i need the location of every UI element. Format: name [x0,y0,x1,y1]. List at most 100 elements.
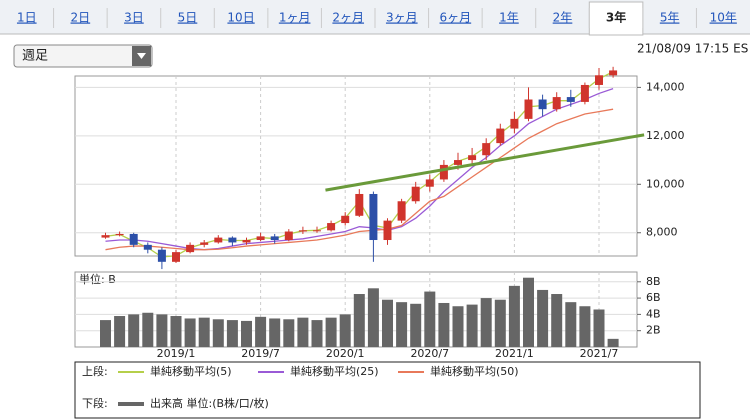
candle-body [172,252,180,262]
tab[interactable]: 1ヶ月 [279,11,311,25]
volume-bar [114,316,126,347]
candle-body [580,84,589,102]
volume-bar [565,302,577,347]
candle-body [397,201,406,221]
tab[interactable]: 1日 [17,11,37,25]
volume-bar [128,314,140,347]
candle-body [200,242,209,245]
volume-bar [325,317,337,347]
trend-line [325,133,645,192]
volume-bar [396,302,408,347]
x-tick-label: 2021/1 [495,347,534,360]
candle-body [341,215,350,224]
tab[interactable]: 10日 [227,11,254,25]
y-tick-label: 14,000 [646,80,685,93]
candle-body [411,186,420,202]
x-tick-label: 2020/1 [326,347,365,360]
x-tick-label: 2020/7 [410,347,449,360]
volume-bar [452,306,464,347]
tab[interactable]: 5年 [660,11,680,25]
volume-bar [212,319,224,347]
candle-body [228,237,237,243]
legend-label: 単純移動平均(5) [150,364,232,378]
candle-body [538,99,547,110]
candle-body [439,164,448,180]
x-tick-label: 2019/7 [241,347,280,360]
volume-bar [367,288,379,347]
candle-body [355,193,364,216]
y-tick-label: 4B [646,307,661,320]
volume-bar [593,309,605,347]
volume-bar [184,318,196,347]
y-tick-label: 6B [646,291,661,304]
candle-body [313,230,321,232]
candle-body [482,143,491,156]
volume-unit: 単位: B [79,272,116,286]
volume-bar [100,320,111,347]
candle-body [510,118,519,129]
candle-body [298,230,307,232]
period-select[interactable] [13,44,153,68]
period-select-label: 週足 [22,49,48,64]
candle-body [129,233,138,245]
arrow-icon [137,53,146,59]
volume-bar [255,316,267,347]
y-tick-label: 2B [646,324,661,337]
candle-body [186,244,195,253]
legend-upper: 上段: [82,364,108,378]
candle-body [284,231,293,241]
volume-bar [311,320,323,347]
volume-bar [508,285,520,347]
tab[interactable]: 2ヶ月 [332,11,364,25]
volume-bar [480,298,492,347]
y-tick-label: 12,000 [646,129,685,142]
candle-body [496,128,505,144]
tab[interactable]: 6ヶ月 [440,11,472,25]
y-tick-label: 10,000 [646,177,685,190]
candle-body [256,236,265,241]
tab[interactable]: 10年 [710,11,737,25]
y-tick-label: 8,000 [646,226,678,239]
candle-body [214,237,223,243]
tab[interactable]: 2年 [553,11,573,25]
legend-label: 出来高 単位:(B株/口/枚) [150,396,269,410]
volume-bar [198,317,210,347]
tab[interactable]: 5日 [178,11,198,25]
candle-body [270,236,279,241]
candle-body [115,233,124,236]
candle-body [425,179,434,187]
candle-body [609,70,618,76]
volume-bar [466,304,478,347]
candle-body [101,235,110,238]
tab[interactable]: 3年 [606,10,626,25]
volume-bar [410,303,422,347]
tab[interactable]: 2日 [71,11,91,25]
volume-bar [142,312,154,347]
y-tick-label: 8B [646,275,661,288]
candle-body [552,97,561,110]
tab-active [588,1,644,36]
candle-body [369,193,378,241]
tab[interactable]: 1年 [499,11,519,25]
volume-bar [523,277,534,347]
volume-bar [551,294,563,347]
tab[interactable]: 3ヶ月 [386,11,418,25]
volume-bar [424,291,436,347]
volume-bar [339,314,351,347]
volume-bar [283,319,295,347]
candle-body [468,155,477,161]
volume-bar [607,338,619,347]
volume-bar [438,302,450,347]
candle-body [566,97,575,102]
legend-label: 単純移動平均(50) [430,364,519,378]
volume-bar [170,316,182,347]
volume-bar [269,318,281,347]
x-tick-label: 2021/7 [580,347,619,360]
volume-bar [382,299,393,347]
tab[interactable]: 3日 [124,11,144,25]
candle-body [595,75,603,85]
legend-box [74,361,701,419]
volume-bar [297,317,309,347]
